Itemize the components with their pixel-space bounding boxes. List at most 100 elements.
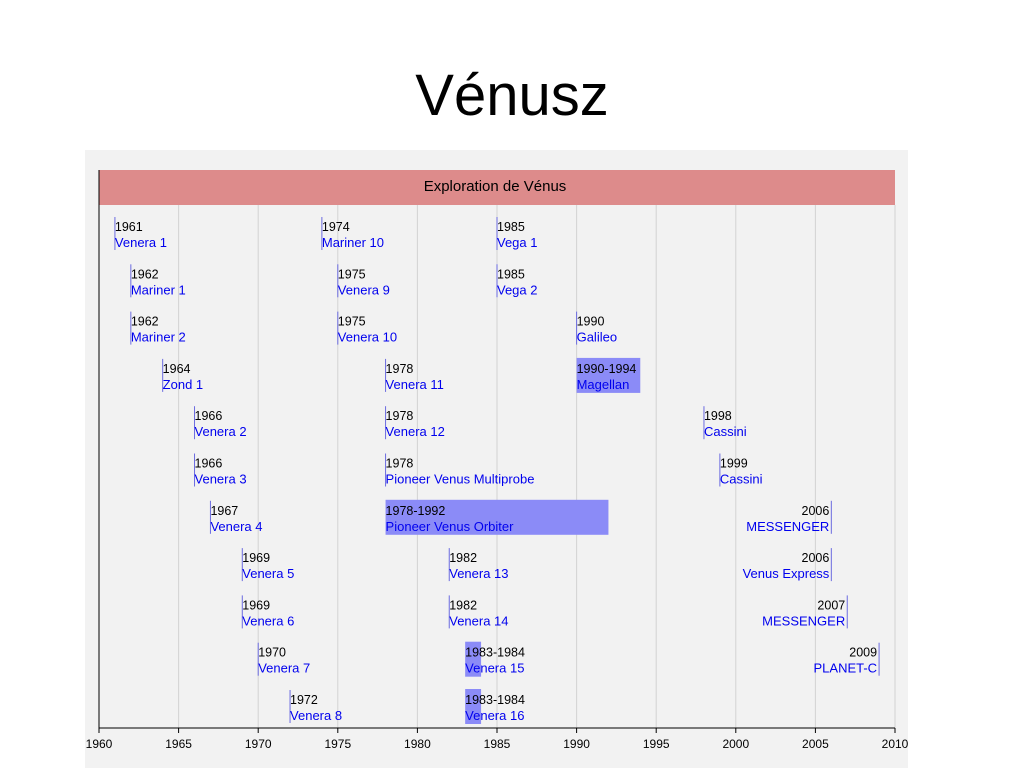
x-tick-label: 2010 [882,737,908,751]
mission-year: 1972 [290,693,318,707]
venus-exploration-timeline: Exploration de Vénus 1960 1965 1970 1975 198… [86,170,908,751]
mission-name: Mariner 1 [131,282,186,297]
mission-year: 1962 [131,315,159,329]
mission-year: 1998 [704,409,732,423]
mission-year: 1985 [497,220,525,234]
x-tick-label: 1970 [245,737,272,751]
mission-year: 1966 [195,457,223,471]
x-axis: 1960 1965 1970 1975 1980 1985 1990 1995 2000 2005… [86,170,908,751]
mission-year: 1990-1994 [577,362,637,376]
mission-name: Cassini [704,424,747,439]
mission-name: Vega 1 [497,235,538,250]
mission-year: 1978 [386,409,414,423]
mission-name: Venera 14 [449,613,508,628]
mission-name: Venera 12 [386,424,445,439]
mission-year: 1999 [720,457,748,471]
mission-year: 1964 [163,362,191,376]
x-tick-label: 1975 [324,737,351,751]
x-tick-label: 1990 [563,737,590,751]
mission-name: Venera 3 [195,472,247,487]
mission-year: 1966 [195,409,223,423]
mission-name: Venera 16 [465,708,524,723]
chart-title: Exploration de Vénus [424,178,567,195]
mission-year: 1990 [577,315,605,329]
mission-name: Zond 1 [163,377,203,392]
mission-name: Venera 9 [338,282,390,297]
x-tick-label: 1960 [86,737,113,751]
mission-name: Venera 1 [115,235,167,250]
mission-name: Venera 5 [242,566,294,581]
mission-year: 2006 [802,504,830,518]
mission-year: 1983-1984 [465,693,525,707]
mission-name: MESSENGER [746,519,829,534]
mission-year: 1961 [115,220,143,234]
chart-header-band [99,170,895,205]
mission-year: 1969 [242,551,270,565]
x-tick-label: 2000 [722,737,749,751]
mission-name: Venera 11 [386,377,444,392]
mission-name: Pioneer Venus Multiprobe [386,472,535,487]
mission-year: 1969 [242,598,270,612]
mission-year: 1983-1984 [465,646,525,660]
mission-name: Pioneer Venus Orbiter [386,519,515,534]
mission-year: 2007 [817,598,845,612]
mission-year: 1978 [386,362,414,376]
chart-header: Exploration de Vénus [99,170,895,205]
mission-name: Venera 10 [338,330,397,345]
mission-duration-bar [576,357,641,393]
mission-year: 1982 [449,598,477,612]
x-tick-label: 1995 [643,737,670,751]
mission-year: 1970 [258,646,286,660]
mission-year: 1975 [338,267,366,281]
x-tick-label: 1985 [484,737,511,751]
mission-year: 1978 [386,457,414,471]
mission-year: 1975 [338,315,366,329]
mission-name: Mariner 2 [131,330,186,345]
mission-name: Magellan [577,377,630,392]
mission-name: Vega 2 [497,282,538,297]
slide-title: Vénusz [415,63,609,128]
mission-year: 2006 [802,551,830,565]
mission-year: 1967 [210,504,238,518]
mission-name: PLANET-C [814,661,878,676]
mission-name: Venera 7 [258,661,310,676]
mission-duration-bar [465,689,482,724]
mission-name: Venera 15 [465,661,524,676]
mission-year: 1974 [322,220,350,234]
mission-name: Venera 8 [290,708,342,723]
mission-duration-bar [385,499,609,535]
mission-year: 2009 [849,646,877,660]
mission-duration-bar [465,641,482,677]
mission-year: 1978-1992 [386,504,446,518]
mission-name: Cassini [720,472,763,487]
mission-year: 1982 [449,551,477,565]
